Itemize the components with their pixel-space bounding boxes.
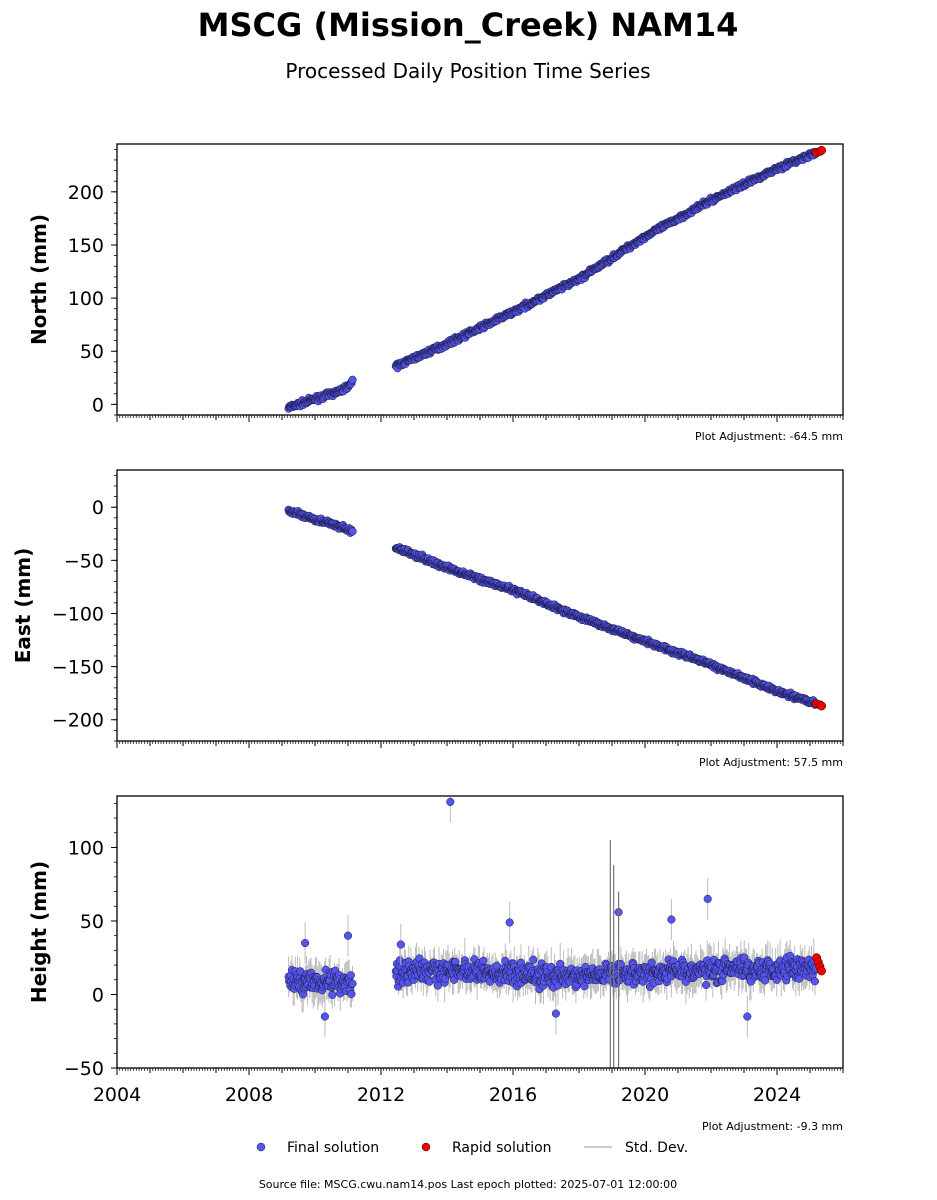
x-tick-label: 2020 [621,1084,669,1106]
series-final [284,796,826,1068]
final-point [479,956,488,965]
plot-frame [116,795,844,1069]
outlier-point [551,1009,560,1018]
final-point [348,375,357,384]
plot-frame [116,469,844,742]
y-tick-label: 100 [68,837,104,859]
x-tick-label: 2024 [753,1084,801,1106]
outlier-point [396,940,405,949]
outlier-point [667,915,676,924]
y-tick-label: −100 [52,603,104,625]
outlier-point [505,918,514,927]
legend-rapid-marker [421,1142,431,1152]
panel-0: 0 50 100 150 200 North (mm) Plot Adjustment: -… [27,143,844,443]
legend-std-label: Std. Dev. [625,1140,688,1156]
panel-2: −50 0 50 100 2004 2008 2012 2016 2020 2024 Height … [27,795,844,1133]
final-point [810,977,819,986]
plot-frame [116,143,844,416]
x-tick-label: 2012 [357,1084,405,1106]
legend: Final solution Rapid solution Std. Dev. [256,1140,688,1156]
y-tick-label: 50 [80,341,104,363]
final-point [760,976,770,985]
y-tick-label: 50 [80,911,104,933]
y-axis-label: North (mm) [27,214,51,345]
rapid-point [817,145,826,155]
y-tick-label: 100 [68,288,104,310]
y-tick-label: −150 [52,657,104,679]
y-axis-label: East (mm) [11,548,35,664]
y-tick-label: 150 [68,235,104,257]
outlier-point [446,797,455,806]
final-point [702,980,711,990]
footer-source: Source file: MSCG.cwu.nam14.pos Last epo… [259,1178,677,1191]
panel-1: −200 −150 −100 −50 0 East (mm) Plot Adjustment… [11,469,844,769]
y-tick-label: 0 [92,394,104,416]
outlier-point [743,1012,752,1021]
y-tick-label: −50 [64,550,104,572]
legend-rapid-label: Rapid solution [452,1140,552,1156]
outlier-point [343,931,353,940]
series-final [284,145,826,413]
plot-adjustment: Plot Adjustment: -9.3 mm [702,1120,843,1133]
final-point [529,955,538,964]
final-point [348,979,357,988]
series-final [284,505,826,711]
final-point [348,527,357,536]
chart-title: MSCG (Mission_Creek) NAM14 [198,6,739,44]
y-tick-label: 0 [92,497,104,519]
x-tick-label: 2008 [225,1084,273,1106]
x-tick-label: 2016 [489,1084,537,1106]
final-point [328,990,337,1000]
legend-final-marker [256,1142,266,1152]
rapid-point [817,966,826,976]
legend-final-label: Final solution [287,1140,379,1156]
final-point [580,982,589,991]
y-tick-label: 200 [68,182,104,204]
outlier-point [703,894,712,903]
outlier-point [320,1012,329,1021]
y-tick-label: −50 [64,1058,104,1080]
plot-adjustment: Plot Adjustment: 57.5 mm [699,756,843,769]
final-point [647,958,656,967]
final-point [346,971,355,980]
rapid-point [817,701,826,711]
x-tick-label: 2004 [93,1084,141,1106]
y-axis-label: Height (mm) [27,861,51,1003]
final-point [433,981,442,990]
outlier-point [301,938,310,948]
y-tick-label: −200 [52,710,104,732]
final-point [347,989,356,999]
chart-subtitle: Processed Daily Position Time Series [285,59,650,83]
y-tick-label: 0 [92,984,104,1006]
plot-adjustment: Plot Adjustment: -64.5 mm [695,430,843,443]
